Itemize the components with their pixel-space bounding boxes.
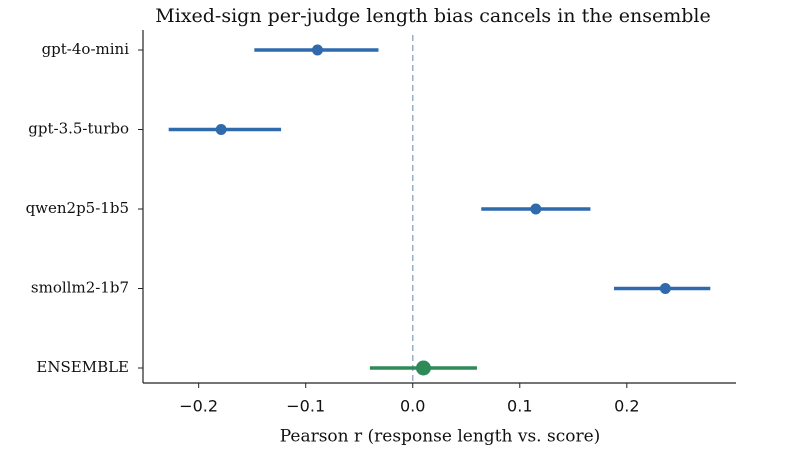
x-axis-label: Pearson r (response length vs. score) xyxy=(280,427,601,447)
point xyxy=(311,44,323,56)
y-tick-label: gpt-3.5-turbo xyxy=(28,120,129,138)
x-tick-label: 0.1 xyxy=(507,397,532,416)
point xyxy=(415,360,431,376)
x-tick-label: 0.0 xyxy=(400,397,425,416)
point xyxy=(530,203,542,215)
point xyxy=(215,124,227,135)
y-tick-label: qwen2p5-1b5 xyxy=(26,199,129,217)
y-tick-label: ENSEMBLE xyxy=(36,358,129,376)
x-tick-label: 0.2 xyxy=(614,397,639,416)
y-tick-label: gpt-4o-mini xyxy=(42,40,130,58)
x-tick-label: −0.2 xyxy=(179,397,218,416)
x-tick-label: −0.1 xyxy=(286,397,325,416)
y-tick-label: smollm2-1b7 xyxy=(31,279,129,297)
point xyxy=(659,283,671,294)
chart-title: Mixed-sign per-judge length bias cancels… xyxy=(155,5,710,27)
